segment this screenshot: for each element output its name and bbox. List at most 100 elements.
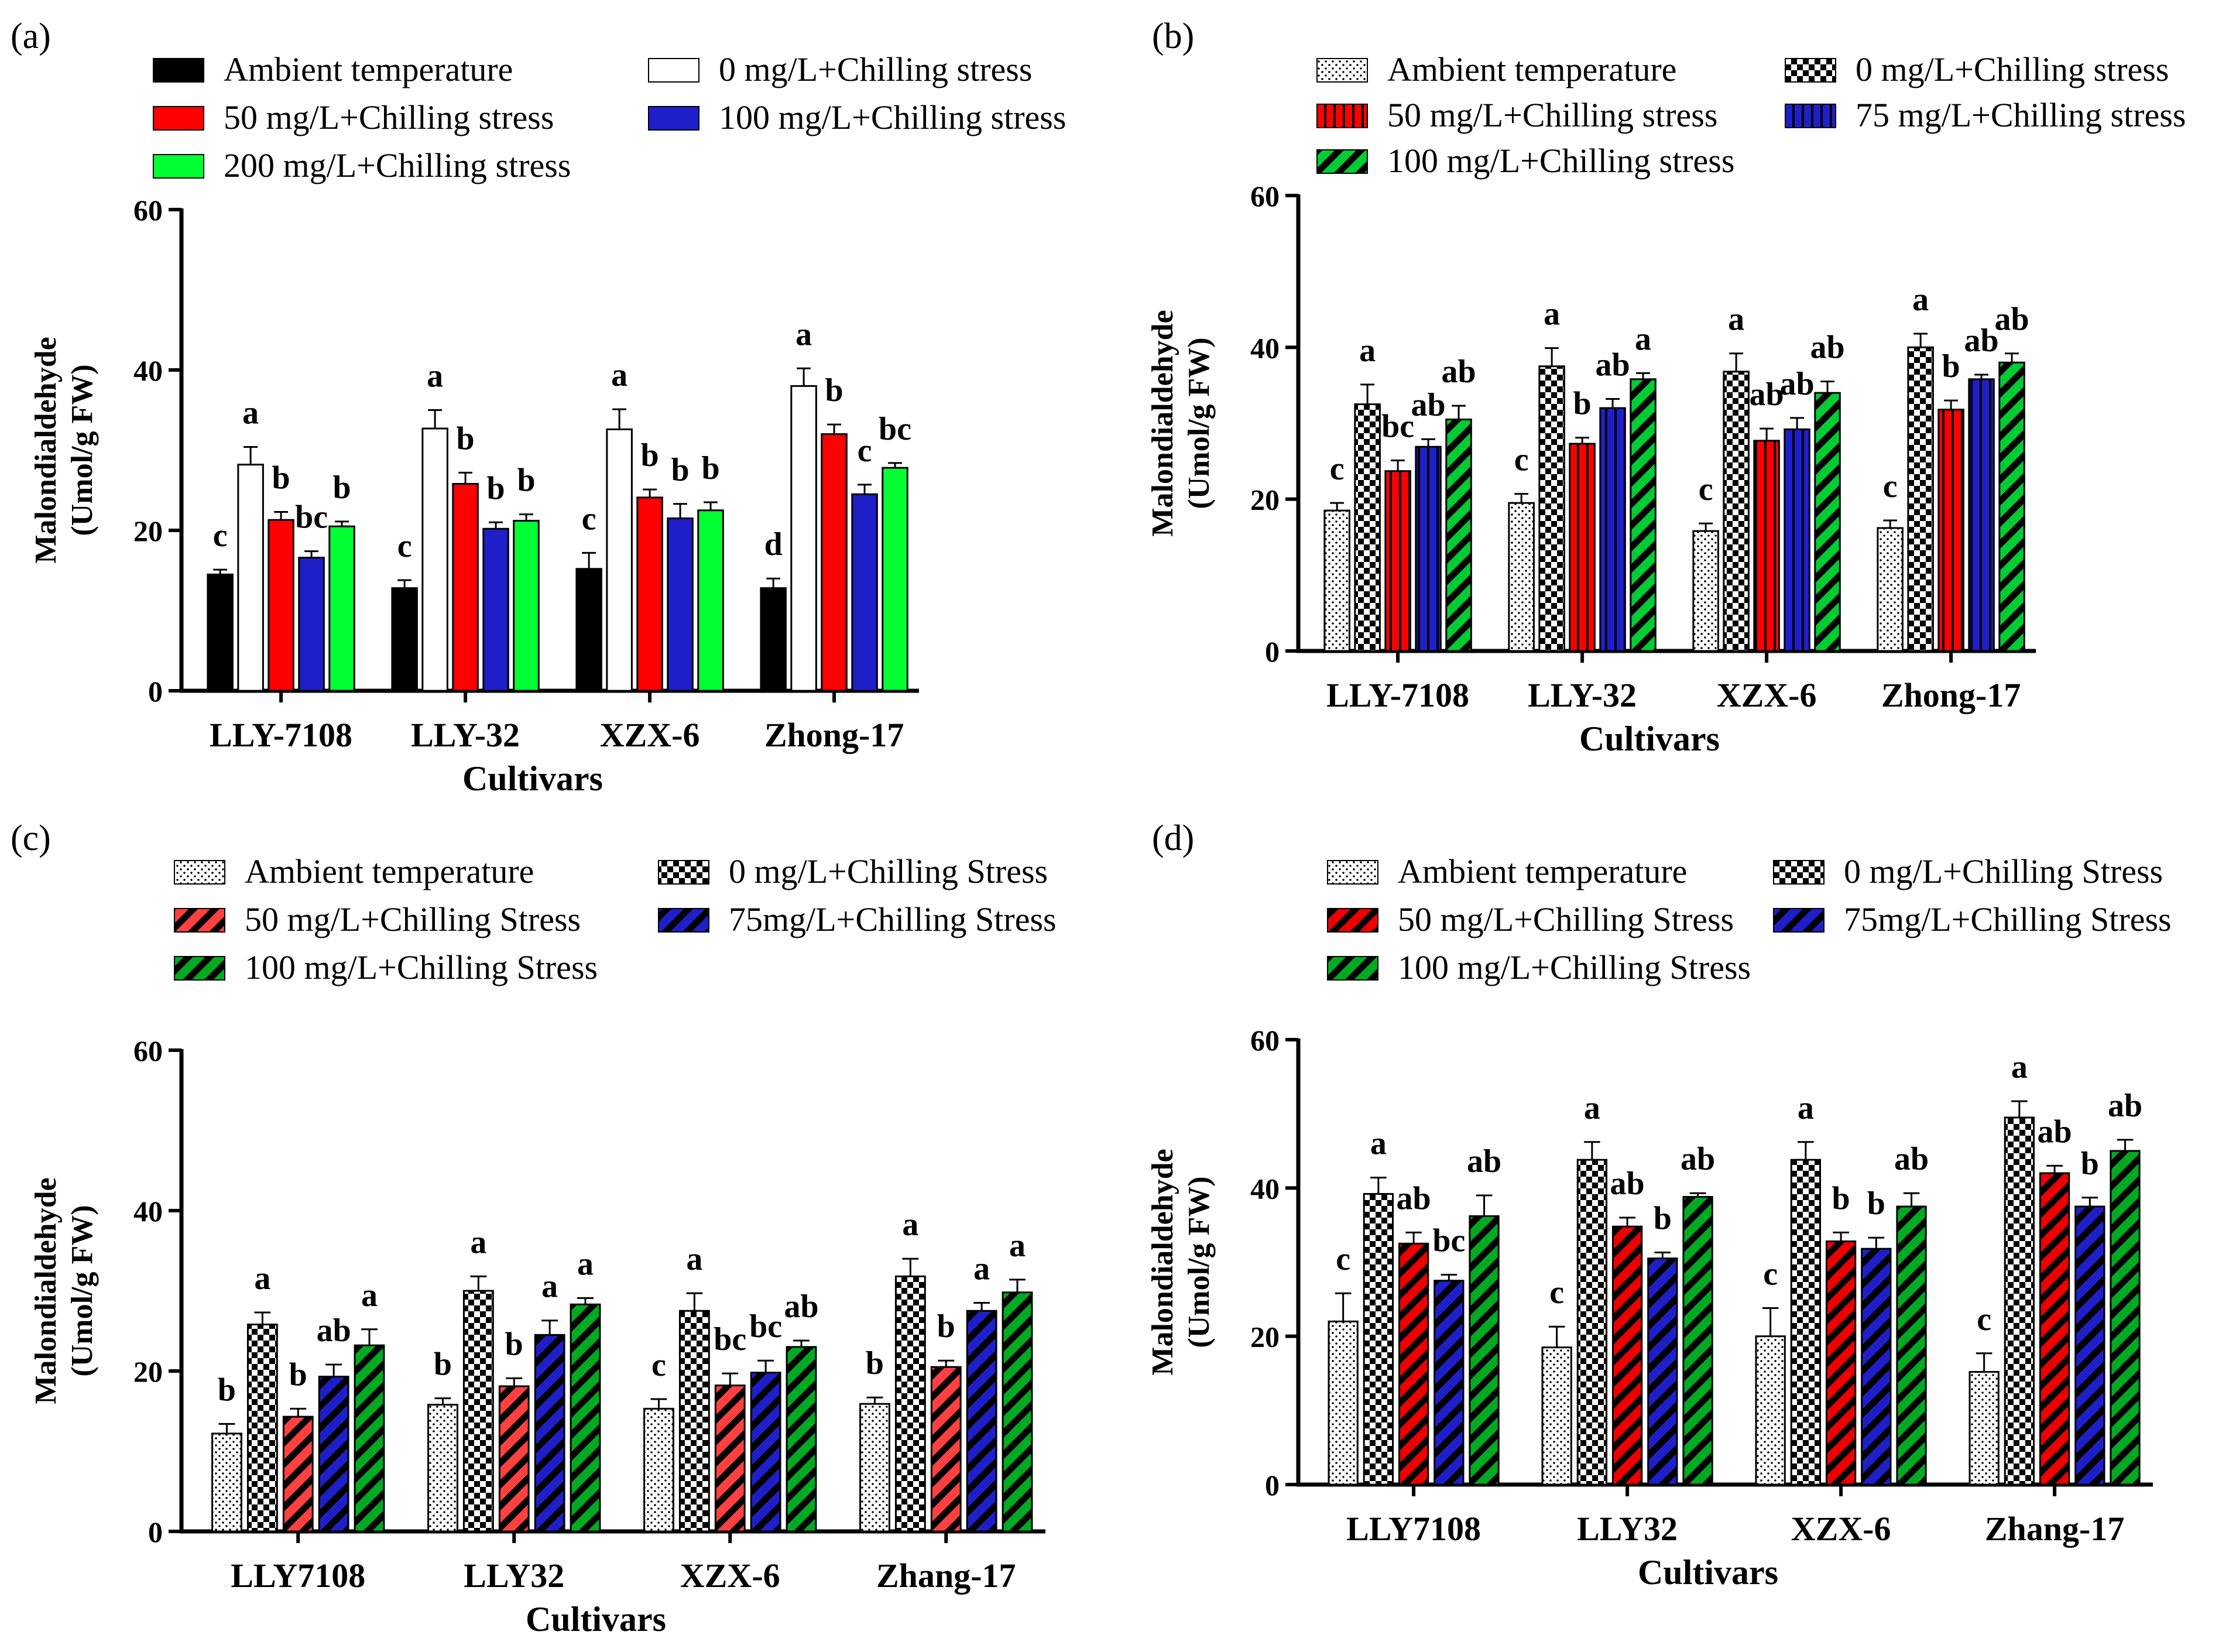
bar [513, 520, 540, 692]
significance-letter: a [254, 1260, 270, 1297]
significance-letter: a [361, 1277, 378, 1314]
significance-letter: b [332, 469, 351, 506]
bar [298, 557, 325, 692]
bar [1599, 407, 1626, 652]
category-label: Zhang-17 [1985, 1510, 2125, 1548]
x-axis-title: Cultivars [1638, 1553, 1778, 1592]
legend-label: Ambient temperature [245, 852, 534, 890]
legend-swatch [174, 956, 225, 981]
bar [1790, 1159, 1822, 1486]
bar [1384, 470, 1411, 652]
legend-label: 50 mg/L+Chilling stress [1387, 96, 1717, 134]
category-label: LLY7108 [231, 1557, 365, 1595]
significance-letter: b [866, 1345, 884, 1382]
y-tick-label: 40 [133, 1195, 163, 1228]
bar [1968, 378, 1995, 652]
y-tick-label: 0 [1265, 635, 1280, 668]
bar [1433, 1280, 1465, 1486]
significance-letter: a [973, 1251, 990, 1287]
significance-letter: b [1867, 1185, 1885, 1222]
significance-letter: c [1763, 1256, 1778, 1293]
panel-label: (d) [1152, 818, 1194, 858]
significance-letter: bc [1381, 409, 1414, 445]
bar [697, 509, 724, 692]
significance-letter: bc [714, 1321, 746, 1358]
y-axis-title-line: Malondialdehyde [29, 337, 63, 563]
significance-letter: a [1912, 282, 1929, 318]
significance-letter: b [641, 437, 659, 474]
legend: Ambient temperature 0 mg/L+Chilling stres… [1316, 50, 2186, 180]
bar [1937, 409, 1964, 652]
bar [237, 464, 264, 692]
y-tick-label: 60 [133, 1034, 163, 1067]
significance-letter: ab [1595, 347, 1630, 383]
significance-letter: a [1544, 296, 1560, 333]
significance-letter: a [1635, 321, 1651, 357]
bar [482, 527, 509, 692]
legend-swatch [1316, 58, 1368, 83]
significance-letter: b [272, 460, 290, 496]
significance-letter: ab [2038, 1113, 2072, 1150]
significance-letter: ab [1964, 323, 1998, 359]
significance-letter: d [764, 526, 783, 563]
bar [882, 467, 908, 692]
legend-label: 0 mg/L+Chilling stress [719, 50, 1032, 88]
y-tick-label: 20 [1250, 484, 1280, 516]
bar [1415, 445, 1442, 652]
category-label: XZX-6 [1791, 1510, 1891, 1548]
legend-swatch [1327, 860, 1378, 885]
significance-letter: b [505, 1326, 523, 1362]
category-label: LLY-32 [1528, 676, 1637, 714]
y-axis-title-line: Malondialdehyde [1146, 310, 1179, 536]
significance-letter: ab [1467, 1143, 1501, 1180]
category-label: LLY7108 [1346, 1510, 1481, 1548]
bar [328, 525, 355, 692]
bar [1861, 1247, 1892, 1486]
bar [1541, 1346, 1572, 1486]
bar [1998, 361, 2025, 652]
category-label: XZX-6 [680, 1557, 780, 1595]
category-label: LLY-32 [411, 716, 520, 754]
bar [1896, 1205, 1927, 1486]
y-axis-title-line: (Umol/g FW) [66, 364, 99, 536]
bar [760, 587, 787, 692]
bar [1647, 1257, 1678, 1486]
y-tick-label: 60 [1250, 180, 1280, 213]
legend-label: 0 mg/L+Chilling stress [1856, 50, 2169, 88]
legend-swatch [1316, 149, 1368, 174]
y-tick-label: 0 [148, 1516, 163, 1548]
bar [667, 517, 694, 692]
legend-label: 100 mg/L+Chilling Stress [245, 948, 598, 986]
bar [268, 519, 294, 692]
y-tick-label: 20 [133, 1355, 163, 1388]
significance-letter: a [577, 1246, 594, 1282]
y-tick-label: 40 [1250, 331, 1280, 364]
bar [1445, 419, 1472, 652]
significance-letter: c [582, 501, 596, 537]
bar [1825, 1240, 1857, 1486]
category-label: Zhong-17 [1881, 676, 2021, 714]
legend-swatch [153, 154, 204, 179]
bar [1002, 1291, 1033, 1533]
significance-letter: ab [1779, 366, 1814, 402]
legend-label: 75mg/L+Chilling Stress [729, 900, 1057, 938]
legend-swatch [174, 860, 225, 885]
legend-swatch [1327, 908, 1378, 933]
significance-letter: bc [295, 499, 328, 536]
x-axis-title: Cultivars [526, 1600, 666, 1639]
bar [1611, 1225, 1643, 1486]
category-label: Zhong-17 [764, 716, 904, 754]
significance-letter: b [1654, 1201, 1672, 1237]
bar [246, 1324, 278, 1533]
legend-swatch [174, 908, 225, 933]
significance-letter: ab [1681, 1141, 1715, 1177]
category-label: LLY-7108 [1326, 676, 1469, 714]
legend-swatch [658, 908, 709, 933]
y-axis-title-line: (Umol/g FW) [66, 1205, 99, 1376]
bar [750, 1372, 781, 1533]
significance-letter: a [686, 1241, 702, 1277]
significance-letter: b [434, 1346, 452, 1383]
bar [282, 1415, 314, 1533]
legend-swatch [1327, 956, 1378, 981]
